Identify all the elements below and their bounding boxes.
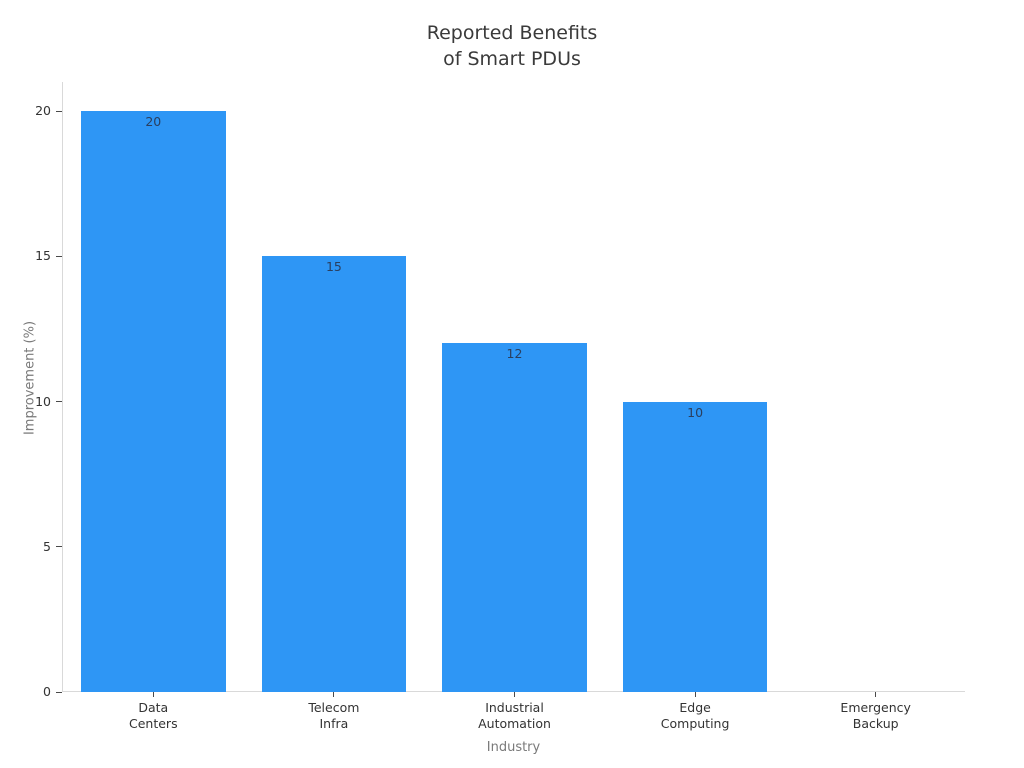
bar: 12: [442, 343, 587, 692]
x-tick-label: Edge Computing: [660, 700, 730, 731]
bar-value-label: 20: [145, 114, 162, 129]
y-tick-label: 20: [35, 103, 51, 119]
x-tick-label: Telecom Infra: [308, 700, 360, 731]
bar-value-label: 10: [687, 405, 704, 420]
bar: 20: [81, 111, 226, 692]
y-tick-label: 5: [43, 538, 51, 554]
x-axis-title: Industry: [486, 740, 541, 755]
chart-title: Reported Benefits of Smart PDUs: [426, 22, 598, 70]
bar-value-label: 15: [325, 259, 342, 274]
y-axis-title: Improvement (%): [22, 320, 38, 436]
x-tick-mark: [152, 692, 154, 697]
x-tick-mark: [694, 692, 696, 697]
bar: 15: [261, 256, 407, 692]
y-tick-mark: [56, 255, 62, 257]
y-tick-label: 10: [35, 393, 51, 409]
x-tick-mark: [514, 692, 515, 697]
x-tick-mark: [333, 692, 335, 697]
bar: 10: [622, 402, 768, 692]
bar-value-label: 12: [506, 346, 523, 361]
plot-area: 0 5 10 15 20 20 Data Centers 15 Telecom Infra 12 I…: [35, 82, 965, 731]
x-tick-label: Industrial Automation: [478, 700, 551, 731]
y-tick-mark: [56, 110, 62, 112]
y-tick-label: 15: [35, 248, 51, 264]
y-tick-mark: [56, 401, 62, 403]
y-tick-mark: [56, 546, 62, 548]
x-tick-mark: [875, 692, 877, 697]
x-tick-label: Emergency Backup: [840, 700, 911, 731]
y-tick-label: 0: [43, 684, 51, 699]
y-tick-mark: [56, 691, 62, 693]
x-tick-label: Data Centers: [129, 700, 178, 731]
